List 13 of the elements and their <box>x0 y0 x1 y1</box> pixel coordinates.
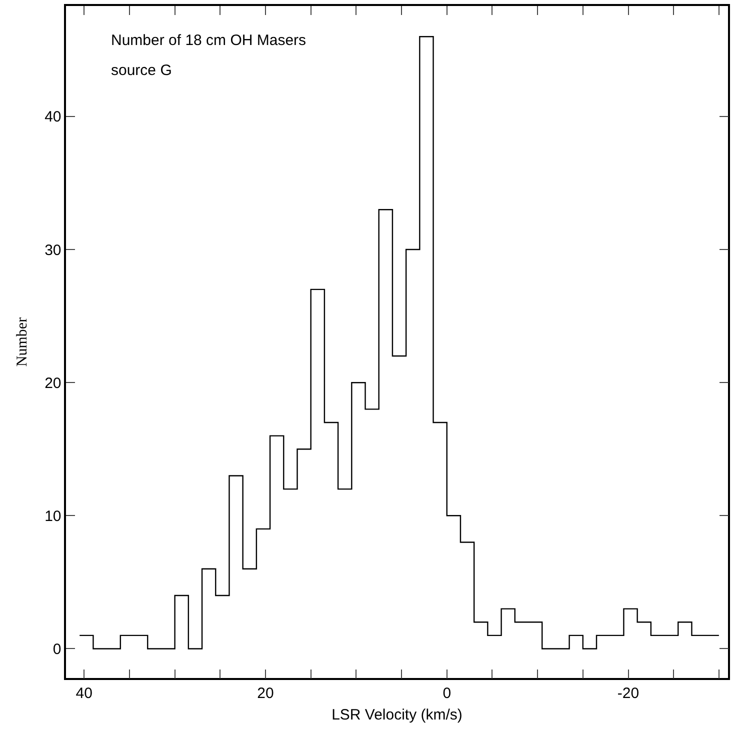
x-tick-label: 20 <box>257 684 274 702</box>
y-tick-label: 0 <box>52 640 62 658</box>
y-tick-label: 10 <box>44 508 62 525</box>
y-tick-label: 40 <box>44 108 62 126</box>
y-tick-label: 30 <box>44 242 62 259</box>
annotation: Number of 18 cm OH Masers <box>111 32 306 49</box>
y-tick-label: 20 <box>44 374 62 392</box>
x-tick-label: -20 <box>617 684 640 702</box>
y-axis-title: Number <box>14 317 30 367</box>
x-tick-label: 0 <box>442 684 452 702</box>
x-tick-label: 40 <box>76 684 92 702</box>
annotation: source G <box>111 62 172 79</box>
x-axis-title: LSR Velocity (km/s) <box>332 706 462 724</box>
